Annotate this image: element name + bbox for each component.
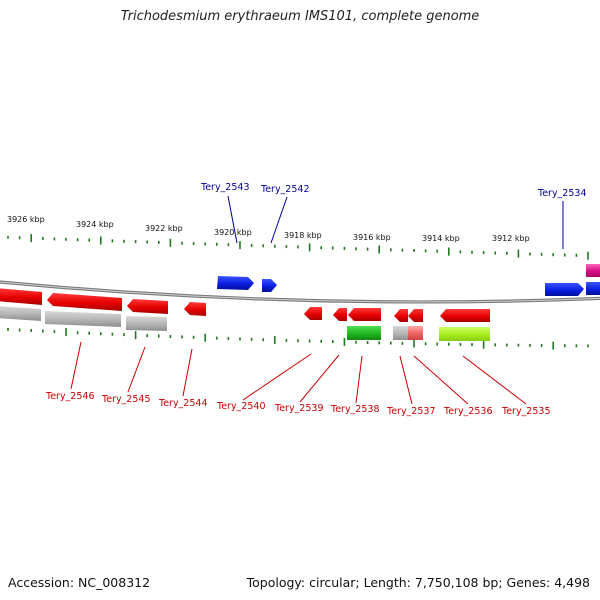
feature-gray-1[interactable] [0,306,41,321]
gene-tery-2537-red-b[interactable] [408,309,423,322]
leader-tery-2545 [127,346,146,393]
gene-tery-2539[interactable] [333,308,347,321]
leader-tery-2542 [270,196,288,244]
gene-tery-2542[interactable] [262,279,277,292]
scale-ticks-outer [7,234,589,260]
label-tery-2546[interactable]: Tery_2546 [45,391,95,402]
scale-label-3912: 3912 kbp [492,234,530,243]
gene-right-edge-blue[interactable] [586,282,600,295]
label-tery-2543[interactable]: Tery_2543 [200,182,250,193]
topology-text: Topology: circular; Length: 7,750,108 bp… [246,575,590,590]
genome-title: Trichodesmium erythraeum IMS101, complet… [120,9,480,24]
label-tery-2534[interactable]: Tery_2534 [537,188,587,199]
leader-tery-2543 [227,195,238,244]
scale-label-3918: 3918 kbp [284,231,322,240]
leader-tery-2544 [182,348,193,397]
gene-tery-2544-red[interactable] [127,299,168,314]
feature-gray-3[interactable] [126,316,167,331]
scale-label-3922: 3922 kbp [145,224,183,233]
feature-magenta[interactable] [586,264,600,277]
label-tery-2545[interactable]: Tery_2545 [101,394,151,405]
feature-gray-4[interactable] [393,326,408,340]
feature-lime[interactable] [439,327,490,341]
feature-salmon[interactable] [408,326,423,340]
feature-green[interactable] [347,326,381,340]
leader-tery-2535 [462,355,527,405]
gene-tery-2545-red[interactable] [47,293,122,311]
gene-small-red-a[interactable] [184,302,206,316]
leader-tery-2540 [242,353,312,401]
leader-tery-2536 [413,355,469,405]
label-tery-2538[interactable]: Tery_2538 [330,404,380,415]
scale-label-3926: 3926 kbp [7,215,45,224]
gene-tery-2540[interactable] [304,307,322,320]
gene-tery-2536-red[interactable] [440,309,490,322]
leader-tery-2537 [399,355,413,405]
gene-tery-2534[interactable] [545,283,584,296]
gene-tery-2538-red[interactable] [348,308,381,321]
label-tery-2537[interactable]: Tery_2537 [386,406,436,417]
label-tery-2540[interactable]: Tery_2540 [216,401,266,412]
scale-label-3924: 3924 kbp [76,220,114,229]
scale-label-3914: 3914 kbp [422,234,460,243]
label-tery-2544[interactable]: Tery_2544 [158,398,208,409]
scale-ticks-inner [7,327,589,350]
label-tery-2539[interactable]: Tery_2539 [274,403,324,414]
label-tery-2536[interactable]: Tery_2536 [443,406,493,417]
feature-gray-2[interactable] [45,311,121,327]
label-tery-2542[interactable]: Tery_2542 [260,184,310,195]
leader-tery-2546 [70,341,82,390]
label-tery-2535[interactable]: Tery_2535 [501,406,551,417]
gene-tery-2543[interactable] [217,276,254,290]
leader-tery-2539 [299,354,340,403]
scale-label-3920: 3920 kbp [214,228,252,237]
accession-text: Accession: NC_008312 [8,575,151,590]
gene-tery-2537-red-a[interactable] [394,309,408,322]
scale-label-3916: 3916 kbp [353,233,391,242]
genome-backbone-highlight [0,281,600,303]
gene-tery-2546[interactable] [0,288,42,305]
leader-tery-2538 [355,355,363,404]
